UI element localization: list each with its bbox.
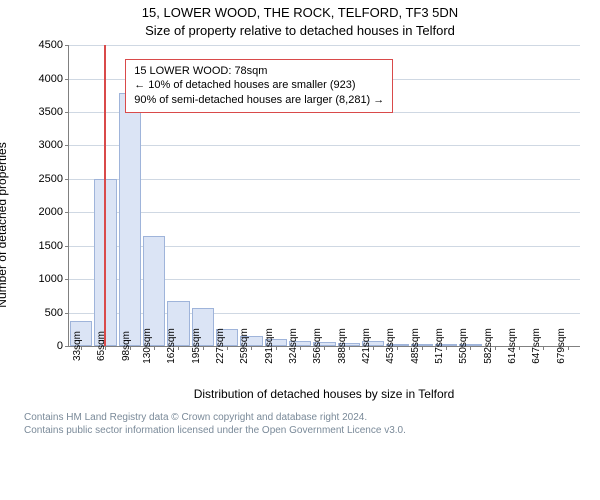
bar-slot: 550sqm: [458, 45, 482, 346]
y-tick-label: 3500: [39, 106, 69, 118]
marker-line: [104, 45, 106, 346]
x-tick-label: 550sqm: [453, 328, 470, 364]
x-tick-label: 259sqm: [234, 328, 251, 364]
x-tick-label: 227sqm: [209, 328, 226, 364]
x-tick-label: 453sqm: [380, 328, 397, 364]
bar-slot: 517sqm: [434, 45, 458, 346]
bar-slot: 614sqm: [507, 45, 531, 346]
x-tick-label: 517sqm: [428, 328, 445, 364]
annotation-line3: 90% of semi-detached houses are larger (…: [134, 93, 384, 108]
x-tick-label: 130sqm: [136, 328, 153, 364]
bar-slot: 33sqm: [69, 45, 93, 346]
annotation-line2: ← 10% of detached houses are smaller (92…: [134, 78, 384, 93]
x-tick-label: 614sqm: [501, 328, 518, 364]
annotation-box: 15 LOWER WOOD: 78sqm ← 10% of detached h…: [125, 59, 393, 114]
x-tick-label: 162sqm: [161, 328, 178, 364]
x-tick-label: 421sqm: [355, 328, 372, 364]
y-tick-label: 2000: [39, 206, 69, 218]
y-tick-label: 1500: [39, 240, 69, 252]
x-tick-label: 679sqm: [550, 328, 567, 364]
x-tick-label: 98sqm: [115, 331, 132, 361]
y-tick-label: 3000: [39, 139, 69, 151]
x-tick-label: 324sqm: [282, 328, 299, 364]
x-tick-label: 291sqm: [258, 328, 275, 364]
bar-slot: 582sqm: [483, 45, 507, 346]
attribution-footer: Contains HM Land Registry data © Crown c…: [10, 405, 590, 437]
y-tick-label: 2500: [39, 173, 69, 185]
y-tick-label: 4000: [39, 73, 69, 85]
y-tick-label: 1000: [39, 273, 69, 285]
footer-line2: Contains public sector information licen…: [24, 424, 590, 437]
bar-slot: 485sqm: [410, 45, 434, 346]
chart-container: Number of detached properties 0500100015…: [10, 45, 590, 405]
x-tick-label: 356sqm: [307, 328, 324, 364]
x-tick-label: 582sqm: [477, 328, 494, 364]
x-tick-label: 195sqm: [185, 328, 202, 364]
x-tick-label: 485sqm: [404, 328, 421, 364]
y-axis-label: Number of detached properties: [0, 142, 9, 307]
page-title-line1: 15, LOWER WOOD, THE ROCK, TELFORD, TF3 5…: [10, 4, 590, 22]
x-tick-label: 647sqm: [526, 328, 543, 364]
bar-slot: 679sqm: [556, 45, 580, 346]
annotation-line1: 15 LOWER WOOD: 78sqm: [134, 64, 384, 79]
y-tick-label: 500: [45, 307, 69, 319]
plot-area: 050010001500200025003000350040004500 33s…: [68, 45, 580, 347]
page-title-line2: Size of property relative to detached ho…: [10, 22, 590, 40]
x-tick-label: 33sqm: [66, 331, 83, 361]
bar: [119, 93, 141, 346]
footer-line1: Contains HM Land Registry data © Crown c…: [24, 411, 590, 424]
x-tick-label: 388sqm: [331, 328, 348, 364]
x-axis-label: Distribution of detached houses by size …: [68, 387, 580, 401]
bar-slot: 647sqm: [531, 45, 555, 346]
y-tick-label: 4500: [39, 39, 69, 51]
